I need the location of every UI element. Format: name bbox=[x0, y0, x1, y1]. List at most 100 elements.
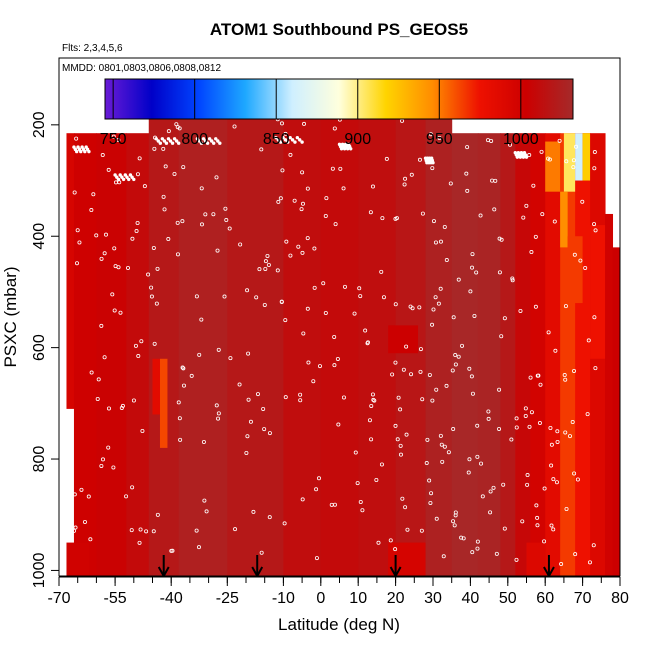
track-dot bbox=[290, 138, 295, 142]
sample-dot bbox=[535, 523, 540, 528]
sample-dot bbox=[448, 181, 453, 186]
sample-dot bbox=[106, 406, 111, 411]
sample-dot bbox=[358, 499, 363, 504]
sample-dot bbox=[161, 146, 166, 151]
sample-dot bbox=[525, 482, 530, 487]
sample-dot bbox=[381, 295, 386, 300]
sample-dot bbox=[323, 311, 328, 316]
heatmap-patch bbox=[563, 133, 576, 192]
sample-dot bbox=[161, 194, 166, 199]
heatmap-column bbox=[227, 108, 284, 576]
sample-dot bbox=[592, 315, 597, 320]
sample-dot bbox=[323, 214, 328, 219]
sample-dot bbox=[542, 539, 547, 544]
x-tick-label: 30 bbox=[424, 590, 442, 607]
sample-dot bbox=[194, 294, 199, 299]
sample-dot bbox=[461, 536, 466, 541]
sample-dot bbox=[580, 199, 585, 204]
sample-dot bbox=[592, 222, 597, 227]
sample-dot bbox=[181, 366, 186, 371]
sample-dot bbox=[523, 406, 528, 411]
sample-dot bbox=[400, 496, 405, 501]
sample-dot bbox=[135, 221, 140, 226]
sample-dot bbox=[374, 477, 379, 482]
sample-dot bbox=[465, 145, 470, 150]
sample-dot bbox=[401, 367, 406, 372]
y-tick-label: 800 bbox=[31, 446, 48, 473]
heatmap-patches bbox=[66, 133, 606, 576]
sample-dot bbox=[405, 527, 410, 532]
sample-dot bbox=[255, 392, 260, 397]
sample-dot bbox=[138, 527, 143, 532]
sample-dot bbox=[137, 540, 142, 545]
sample-dot bbox=[438, 286, 443, 291]
sample-dot bbox=[341, 186, 346, 191]
track-dot bbox=[168, 139, 173, 143]
sample-dot bbox=[430, 398, 435, 403]
sample-dot bbox=[572, 368, 577, 373]
heatmap-patch bbox=[590, 225, 606, 359]
x-tick-label: -55 bbox=[104, 590, 127, 607]
sample-dot bbox=[440, 459, 445, 464]
track-dot bbox=[339, 147, 344, 151]
sample-dot bbox=[215, 248, 220, 253]
sample-dot bbox=[279, 121, 284, 126]
sample-dot bbox=[166, 237, 171, 242]
sample-dot bbox=[341, 395, 346, 400]
sample-dot bbox=[551, 527, 556, 532]
sample-dot bbox=[417, 305, 422, 310]
y-tick-label: 400 bbox=[31, 223, 48, 250]
sample-dot bbox=[136, 354, 141, 359]
track-dot bbox=[212, 141, 216, 145]
sample-dot bbox=[368, 210, 373, 215]
sample-dot bbox=[398, 443, 403, 448]
sample-dot bbox=[283, 318, 288, 323]
heatmap-column bbox=[515, 133, 531, 576]
sample-dot bbox=[493, 178, 498, 183]
sample-dot bbox=[140, 428, 145, 433]
marker-arrow bbox=[251, 555, 264, 576]
sample-dot bbox=[316, 476, 321, 481]
sample-dot bbox=[393, 360, 398, 365]
sample-dot bbox=[425, 437, 430, 442]
track-dot bbox=[431, 161, 435, 165]
sample-dot bbox=[475, 423, 480, 428]
track-dot bbox=[521, 155, 526, 159]
sample-dot bbox=[261, 406, 266, 411]
sample-dot bbox=[329, 502, 334, 507]
sample-dot bbox=[296, 244, 301, 249]
sample-dot bbox=[499, 334, 504, 339]
sample-dot bbox=[99, 323, 104, 328]
x-tick-label: -40 bbox=[160, 590, 183, 607]
sample-dot bbox=[199, 186, 204, 191]
sample-dot bbox=[216, 416, 221, 421]
sample-dot bbox=[222, 294, 227, 299]
sample-dot bbox=[491, 485, 496, 490]
colorbar-tick-label: 750 bbox=[100, 131, 127, 148]
sample-dot bbox=[175, 252, 180, 257]
sample-dot bbox=[535, 373, 540, 378]
sample-dot bbox=[446, 450, 451, 455]
sample-dot bbox=[227, 226, 232, 231]
sample-dot bbox=[444, 258, 449, 263]
sample-dot bbox=[300, 201, 305, 206]
y-axis: 200 400 600 800 1000 bbox=[31, 58, 60, 588]
sample-dot bbox=[549, 442, 554, 447]
heatmap-patch bbox=[152, 358, 160, 415]
heatmap-patch bbox=[545, 141, 561, 192]
sample-dot bbox=[574, 144, 579, 149]
sample-dot bbox=[555, 439, 560, 444]
sample-dot bbox=[403, 505, 408, 510]
heatmap-column bbox=[73, 133, 97, 576]
sample-dot bbox=[393, 423, 398, 428]
marker-arrow bbox=[157, 555, 170, 576]
sample-dot bbox=[152, 341, 157, 346]
sample-dot bbox=[335, 356, 340, 361]
y-tick-label: 200 bbox=[31, 111, 48, 138]
sample-dot bbox=[370, 184, 375, 189]
sample-dot bbox=[404, 344, 409, 349]
sample-dot bbox=[539, 149, 544, 154]
heatmap-column bbox=[178, 108, 228, 576]
sample-dot bbox=[324, 196, 329, 201]
sample-dot bbox=[199, 317, 204, 322]
